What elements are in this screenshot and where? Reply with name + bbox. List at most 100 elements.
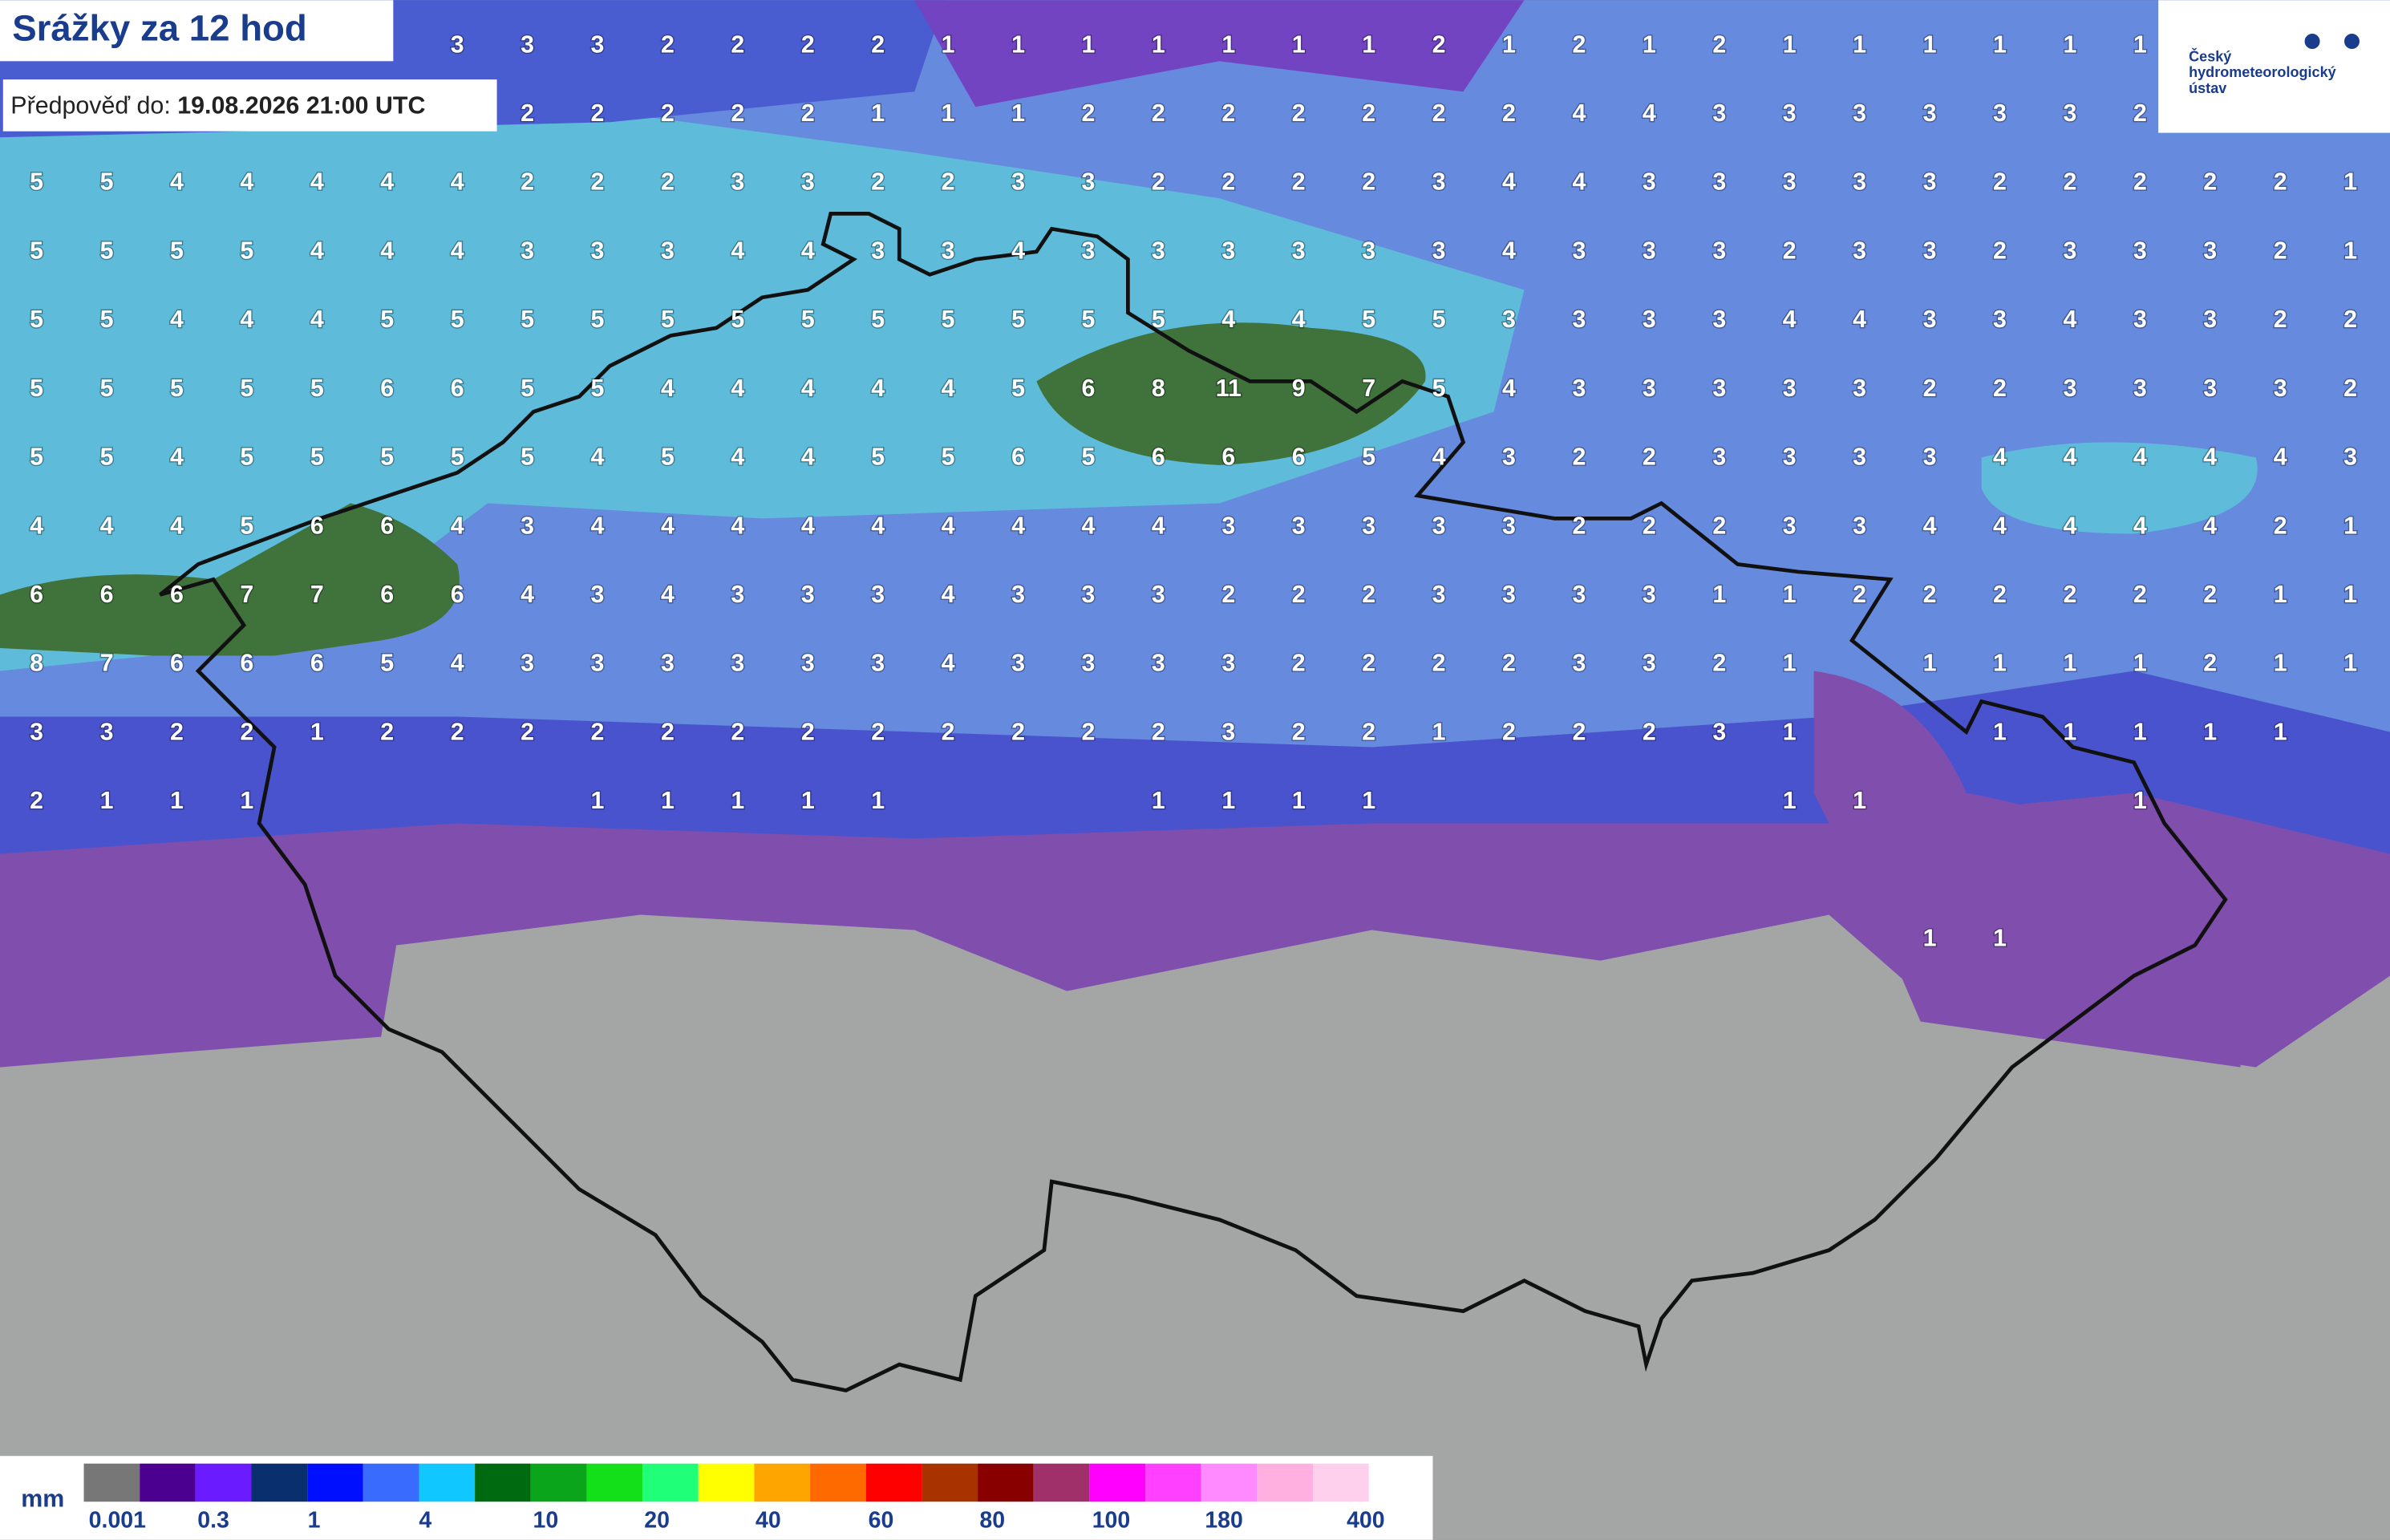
grid-value: 4	[2063, 512, 2076, 539]
grid-value: 6	[380, 375, 394, 402]
grid-value: 4	[1993, 444, 2007, 471]
legend-swatch	[530, 1463, 587, 1502]
grid-value: 2	[942, 718, 955, 745]
legend-swatch	[83, 1463, 140, 1502]
grid-value: 2	[1502, 99, 1516, 127]
grid-value: 2	[1993, 581, 2007, 608]
grid-value: 4	[451, 237, 464, 264]
legend-swatch	[1201, 1463, 1258, 1502]
grid-value: 3	[731, 581, 744, 608]
grid-value: 3	[661, 650, 674, 677]
grid-value: 3	[1712, 168, 1726, 196]
grid-value: 1	[100, 787, 114, 814]
grid-value: 2	[1221, 99, 1235, 127]
grid-value: 1	[1923, 925, 1937, 952]
grid-value: 3	[1712, 718, 1726, 745]
grid-value: 2	[451, 718, 464, 745]
grid-value: 6	[1011, 444, 1025, 471]
grid-value: 3	[2274, 375, 2287, 402]
grid-value: 6	[170, 581, 184, 608]
grid-value: 5	[30, 306, 43, 333]
grid-value: 4	[1502, 237, 1516, 264]
value-grid: 3 3 3 2 2 2 2 1 1 1 1 1 1 1 2 1 2 1 2 1 1 1 1 1 12 2 2 2 2 1 1 1 2 2 2 2 2 2 2…	[29, 30, 2359, 953]
grid-value: 2	[591, 168, 605, 196]
grid-value: 3	[521, 30, 534, 58]
grid-value: 5	[380, 650, 394, 677]
grid-value: 3	[2063, 375, 2076, 402]
grid-value: 2	[1502, 718, 1516, 745]
grid-value: 1	[310, 718, 324, 745]
grid-value: 4	[661, 581, 674, 608]
grid-value: 1	[1783, 581, 1797, 608]
grid-value: 5	[451, 306, 464, 333]
grid-value: 2	[801, 30, 815, 58]
grid-value: 11	[1216, 375, 1242, 402]
grid-value: 5	[451, 444, 464, 471]
legend-swatch	[140, 1463, 196, 1502]
grid-value: 2	[1432, 650, 1446, 677]
grid-value: 3	[1853, 237, 1866, 264]
grid-value: 4	[1783, 306, 1797, 333]
legend-label: 180	[1205, 1507, 1243, 1533]
grid-value: 2	[661, 99, 674, 127]
grid-value: 2	[2133, 168, 2147, 196]
grid-value: 5	[1011, 375, 1025, 402]
grid-value: 3	[1432, 237, 1446, 264]
grid-value: 4	[1221, 306, 1235, 333]
grid-value: 5	[942, 444, 955, 471]
grid-value: 3	[1783, 168, 1797, 196]
grid-value: 3	[1572, 581, 1586, 608]
grid-value: 2	[2133, 581, 2147, 608]
grid-value: 2	[1572, 30, 1586, 58]
grid-value: 4	[310, 168, 324, 196]
grid-value: 1	[1783, 787, 1797, 814]
grid-value: 4	[942, 512, 955, 539]
grid-value: 3	[2203, 237, 2217, 264]
legend-swatch	[754, 1463, 811, 1502]
grid-value: 3	[1712, 237, 1726, 264]
grid-value: 2	[591, 718, 605, 745]
grid-value: 4	[310, 306, 324, 333]
legend-swatch	[810, 1463, 866, 1502]
legend-label: 100	[1092, 1507, 1131, 1533]
logo-dot	[2304, 34, 2320, 50]
grid-value: 1	[731, 787, 744, 814]
grid-value: 3	[1712, 444, 1726, 471]
grid-value: 3	[1502, 581, 1516, 608]
grid-value: 4	[451, 512, 464, 539]
grid-value: 3	[1011, 650, 1025, 677]
grid-value: 4	[1923, 512, 1937, 539]
grid-value: 4	[1502, 375, 1516, 402]
grid-value: 3	[521, 237, 534, 264]
grid-value: 3	[2133, 237, 2147, 264]
grid-value: 3	[731, 650, 744, 677]
grid-value: 3	[591, 30, 605, 58]
grid-value: 3	[521, 650, 534, 677]
grid-value: 3	[1221, 650, 1235, 677]
logo-text: ústav	[2189, 80, 2226, 96]
grid-value: 2	[1432, 30, 1446, 58]
grid-value: 6	[310, 512, 324, 539]
grid-value: 7	[310, 581, 324, 608]
grid-value: 4	[30, 512, 43, 539]
legend-swatch	[1033, 1463, 1090, 1502]
grid-value: 1	[1783, 650, 1797, 677]
legend-swatch	[922, 1463, 978, 1502]
grid-value: 3	[942, 237, 955, 264]
grid-value: 3	[801, 650, 815, 677]
grid-value: 1	[591, 787, 605, 814]
grid-value: 2	[871, 718, 885, 745]
legend-label: 1	[308, 1507, 321, 1533]
grid-value: 5	[1432, 306, 1446, 333]
grid-value: 2	[801, 718, 815, 745]
grid-value: 3	[1221, 718, 1235, 745]
grid-value: 4	[942, 650, 955, 677]
grid-value: 1	[2343, 581, 2357, 608]
grid-value: 2	[2203, 581, 2217, 608]
grid-value: 5	[1082, 306, 1096, 333]
grid-value: 5	[661, 306, 674, 333]
grid-value: 1	[2343, 168, 2357, 196]
grid-value: 3	[871, 581, 885, 608]
grid-value: 1	[801, 787, 815, 814]
